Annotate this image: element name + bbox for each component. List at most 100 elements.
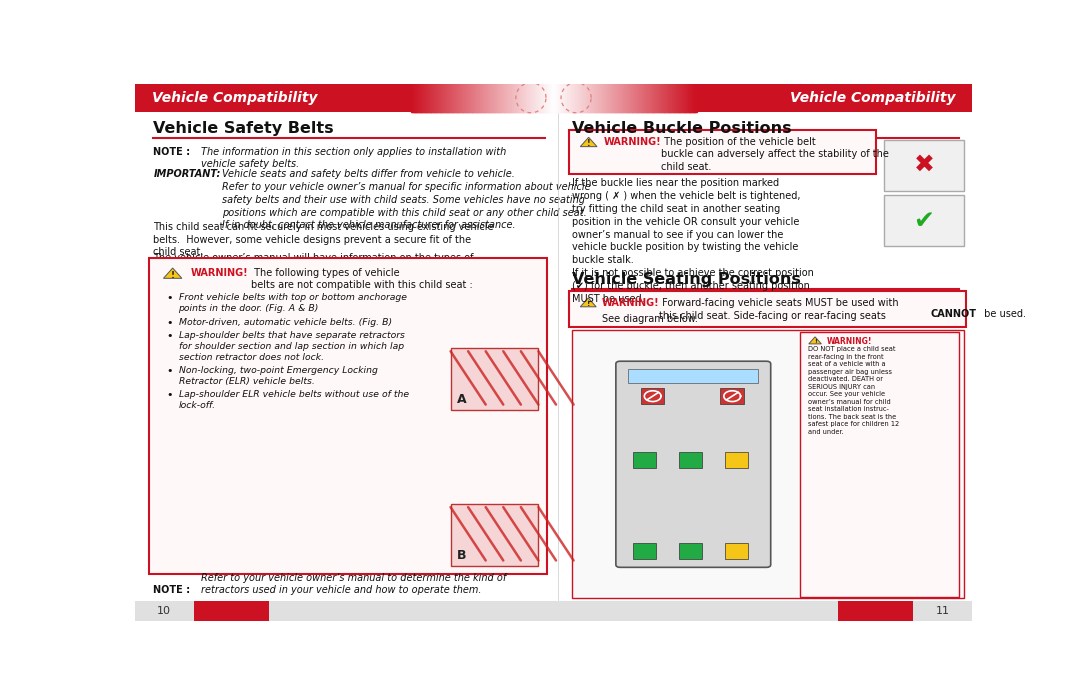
- Bar: [570, 84, 572, 112]
- Bar: [648, 84, 650, 112]
- Bar: [481, 84, 482, 112]
- Bar: [685, 84, 687, 112]
- Bar: [500, 84, 502, 112]
- Bar: [480, 84, 481, 112]
- Bar: [616, 84, 617, 112]
- Bar: [689, 84, 691, 112]
- Text: IMPORTANT:: IMPORTANT:: [153, 169, 220, 179]
- Bar: [656, 84, 658, 112]
- Bar: [572, 84, 575, 112]
- Bar: [622, 84, 623, 112]
- Text: The information in this section only applies to installation with
vehicle safety: The information in this section only app…: [201, 147, 507, 170]
- Bar: [464, 84, 467, 112]
- Bar: [589, 84, 591, 112]
- Bar: [431, 84, 432, 112]
- Bar: [489, 84, 490, 112]
- Bar: [885, 140, 963, 191]
- Bar: [690, 84, 691, 112]
- Bar: [513, 84, 514, 112]
- Bar: [512, 84, 514, 112]
- Bar: [532, 84, 534, 112]
- Bar: [584, 84, 585, 112]
- Bar: [539, 84, 540, 112]
- Bar: [422, 84, 424, 112]
- Bar: [443, 84, 444, 112]
- Text: !: !: [813, 339, 816, 344]
- Bar: [417, 84, 418, 112]
- Bar: [649, 84, 651, 112]
- Bar: [541, 84, 542, 112]
- Bar: [637, 84, 638, 112]
- Bar: [495, 84, 496, 112]
- Bar: [504, 84, 505, 112]
- Bar: [579, 84, 581, 112]
- Bar: [653, 84, 654, 112]
- Bar: [494, 84, 495, 112]
- Bar: [582, 84, 583, 112]
- Bar: [554, 84, 556, 112]
- Bar: [611, 84, 612, 112]
- Bar: [597, 84, 598, 112]
- Bar: [638, 84, 639, 112]
- Bar: [453, 84, 454, 112]
- Bar: [651, 84, 653, 112]
- Text: Front vehicle belts with top or bottom anchorage
points in the door. (Fig. A & B: Front vehicle belts with top or bottom a…: [178, 293, 406, 313]
- Bar: [515, 84, 516, 112]
- Bar: [885, 195, 963, 246]
- Bar: [590, 84, 592, 112]
- Bar: [494, 84, 496, 112]
- Bar: [411, 84, 413, 112]
- Bar: [534, 84, 535, 112]
- Bar: [583, 84, 585, 112]
- Bar: [426, 84, 427, 112]
- Bar: [416, 84, 417, 112]
- Bar: [602, 84, 604, 112]
- Bar: [508, 84, 509, 112]
- Bar: [509, 84, 510, 112]
- Bar: [568, 84, 569, 112]
- Bar: [572, 330, 963, 598]
- Text: Non-locking, two-point Emergency Locking
Retractor (ELR) vehicle belts.: Non-locking, two-point Emergency Locking…: [178, 366, 377, 386]
- Text: CANNOT: CANNOT: [931, 309, 977, 319]
- Text: 10: 10: [158, 606, 172, 616]
- Bar: [465, 84, 467, 112]
- Bar: [676, 84, 677, 112]
- Bar: [434, 84, 435, 112]
- Bar: [570, 84, 571, 112]
- Bar: [599, 84, 602, 112]
- FancyBboxPatch shape: [616, 362, 771, 567]
- Bar: [673, 84, 675, 112]
- Bar: [609, 84, 610, 112]
- Bar: [594, 84, 595, 112]
- Bar: [568, 84, 570, 112]
- Bar: [665, 84, 666, 112]
- Bar: [580, 84, 581, 112]
- Bar: [555, 84, 556, 112]
- Bar: [544, 84, 545, 112]
- Bar: [575, 84, 576, 112]
- Text: The position of the vehicle belt
buckle can adversely affect the stability of th: The position of the vehicle belt buckle …: [661, 137, 889, 172]
- Bar: [583, 84, 584, 112]
- Bar: [474, 84, 476, 112]
- Bar: [678, 543, 702, 559]
- Bar: [644, 84, 645, 112]
- Bar: [434, 84, 436, 112]
- Bar: [541, 84, 543, 112]
- Bar: [437, 84, 440, 112]
- Bar: [524, 84, 526, 112]
- Bar: [552, 84, 553, 112]
- Bar: [540, 84, 541, 112]
- Bar: [415, 84, 416, 112]
- Bar: [523, 84, 524, 112]
- Bar: [640, 388, 664, 404]
- Bar: [630, 84, 631, 112]
- Bar: [577, 84, 579, 112]
- Bar: [646, 84, 648, 112]
- Bar: [491, 84, 492, 112]
- Bar: [838, 601, 914, 621]
- Bar: [445, 84, 447, 112]
- Bar: [450, 84, 451, 112]
- Text: Vehicle Compatibility: Vehicle Compatibility: [789, 91, 956, 105]
- Bar: [575, 84, 577, 112]
- Bar: [491, 84, 494, 112]
